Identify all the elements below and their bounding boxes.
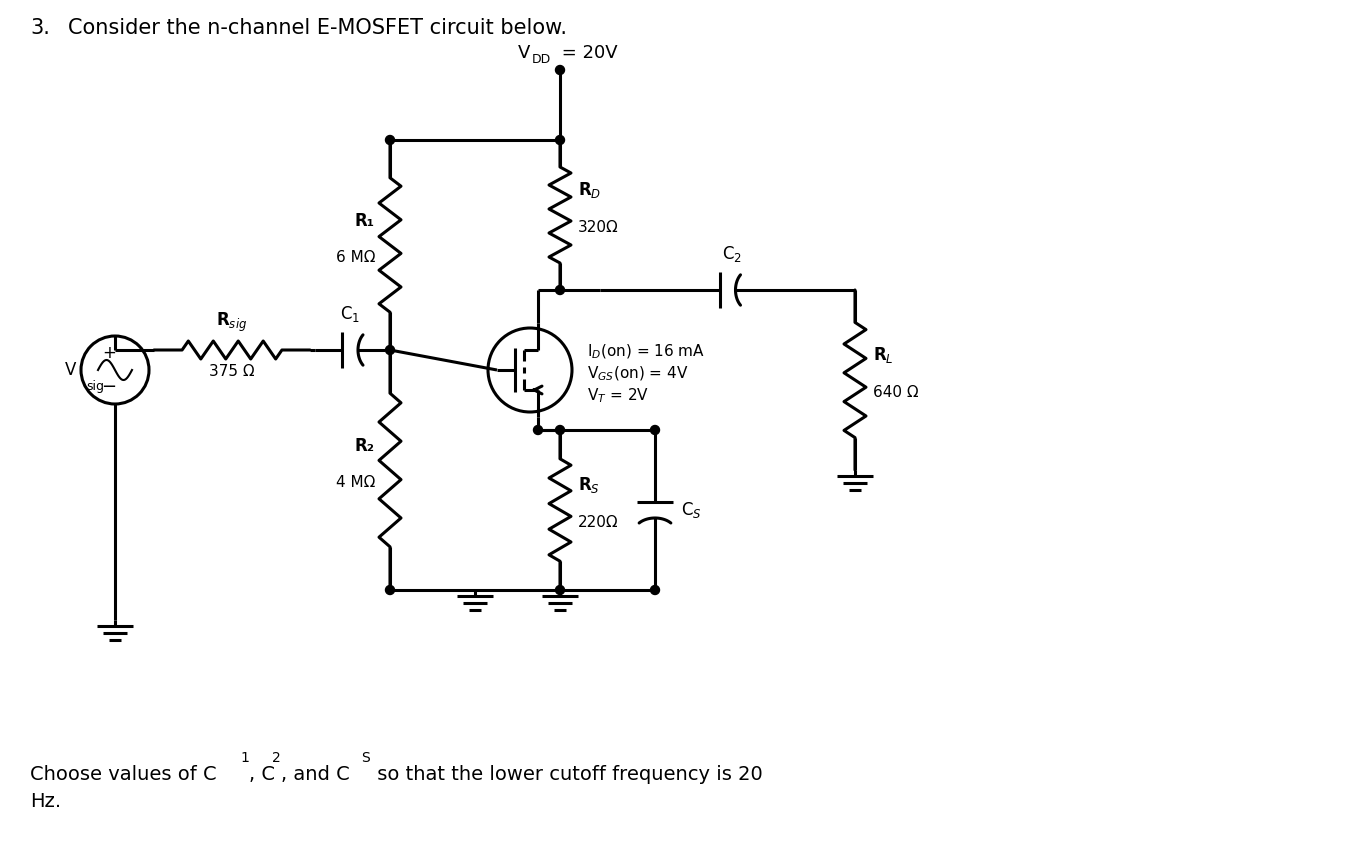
Text: 4 MΩ: 4 MΩ xyxy=(336,475,375,490)
Text: V: V xyxy=(518,44,530,62)
Text: R₁: R₁ xyxy=(355,212,375,230)
Text: +: + xyxy=(102,344,116,362)
Text: C$_S$: C$_S$ xyxy=(681,500,702,520)
Circle shape xyxy=(386,136,395,144)
Text: 3.: 3. xyxy=(30,18,50,38)
Text: 1: 1 xyxy=(240,751,249,765)
Text: R$_S$: R$_S$ xyxy=(578,475,600,495)
Text: 6 MΩ: 6 MΩ xyxy=(336,250,375,265)
Circle shape xyxy=(651,586,659,594)
Text: = 20V: = 20V xyxy=(555,44,617,62)
Text: , C: , C xyxy=(249,765,275,784)
Text: V: V xyxy=(65,361,75,379)
Text: Hz.: Hz. xyxy=(30,792,61,811)
Text: sig: sig xyxy=(86,380,104,393)
Text: Consider the n-channel E-MOSFET circuit below.: Consider the n-channel E-MOSFET circuit … xyxy=(67,18,568,38)
Text: , and C: , and C xyxy=(280,765,349,784)
Text: DD: DD xyxy=(532,53,551,66)
Text: V$_T$ = 2V: V$_T$ = 2V xyxy=(586,387,648,405)
Text: 2: 2 xyxy=(272,751,280,765)
Circle shape xyxy=(386,586,395,594)
Text: C$_2$: C$_2$ xyxy=(723,244,743,264)
Circle shape xyxy=(555,286,565,294)
Text: V$_{GS}$(on) = 4V: V$_{GS}$(on) = 4V xyxy=(586,365,689,384)
Text: 320Ω: 320Ω xyxy=(578,220,619,235)
Circle shape xyxy=(555,65,565,75)
Circle shape xyxy=(651,426,659,434)
Circle shape xyxy=(386,346,395,354)
Text: C$_1$: C$_1$ xyxy=(340,304,360,324)
Text: I$_D$(on) = 16 mA: I$_D$(on) = 16 mA xyxy=(586,343,705,361)
Text: −: − xyxy=(101,378,116,396)
Text: so that the lower cutoff frequency is 20: so that the lower cutoff frequency is 20 xyxy=(371,765,763,784)
Text: Choose values of C: Choose values of C xyxy=(30,765,217,784)
Text: 375 Ω: 375 Ω xyxy=(209,364,255,379)
Circle shape xyxy=(534,426,542,434)
Text: 220Ω: 220Ω xyxy=(578,515,619,530)
Text: R$_{sig}$: R$_{sig}$ xyxy=(217,310,248,334)
Circle shape xyxy=(555,586,565,594)
Text: R$_L$: R$_L$ xyxy=(874,345,894,365)
Text: R$_D$: R$_D$ xyxy=(578,180,601,200)
Text: R₂: R₂ xyxy=(355,437,375,455)
Text: S: S xyxy=(361,751,369,765)
Text: 640 Ω: 640 Ω xyxy=(874,385,918,400)
Circle shape xyxy=(555,426,565,434)
Circle shape xyxy=(555,136,565,144)
